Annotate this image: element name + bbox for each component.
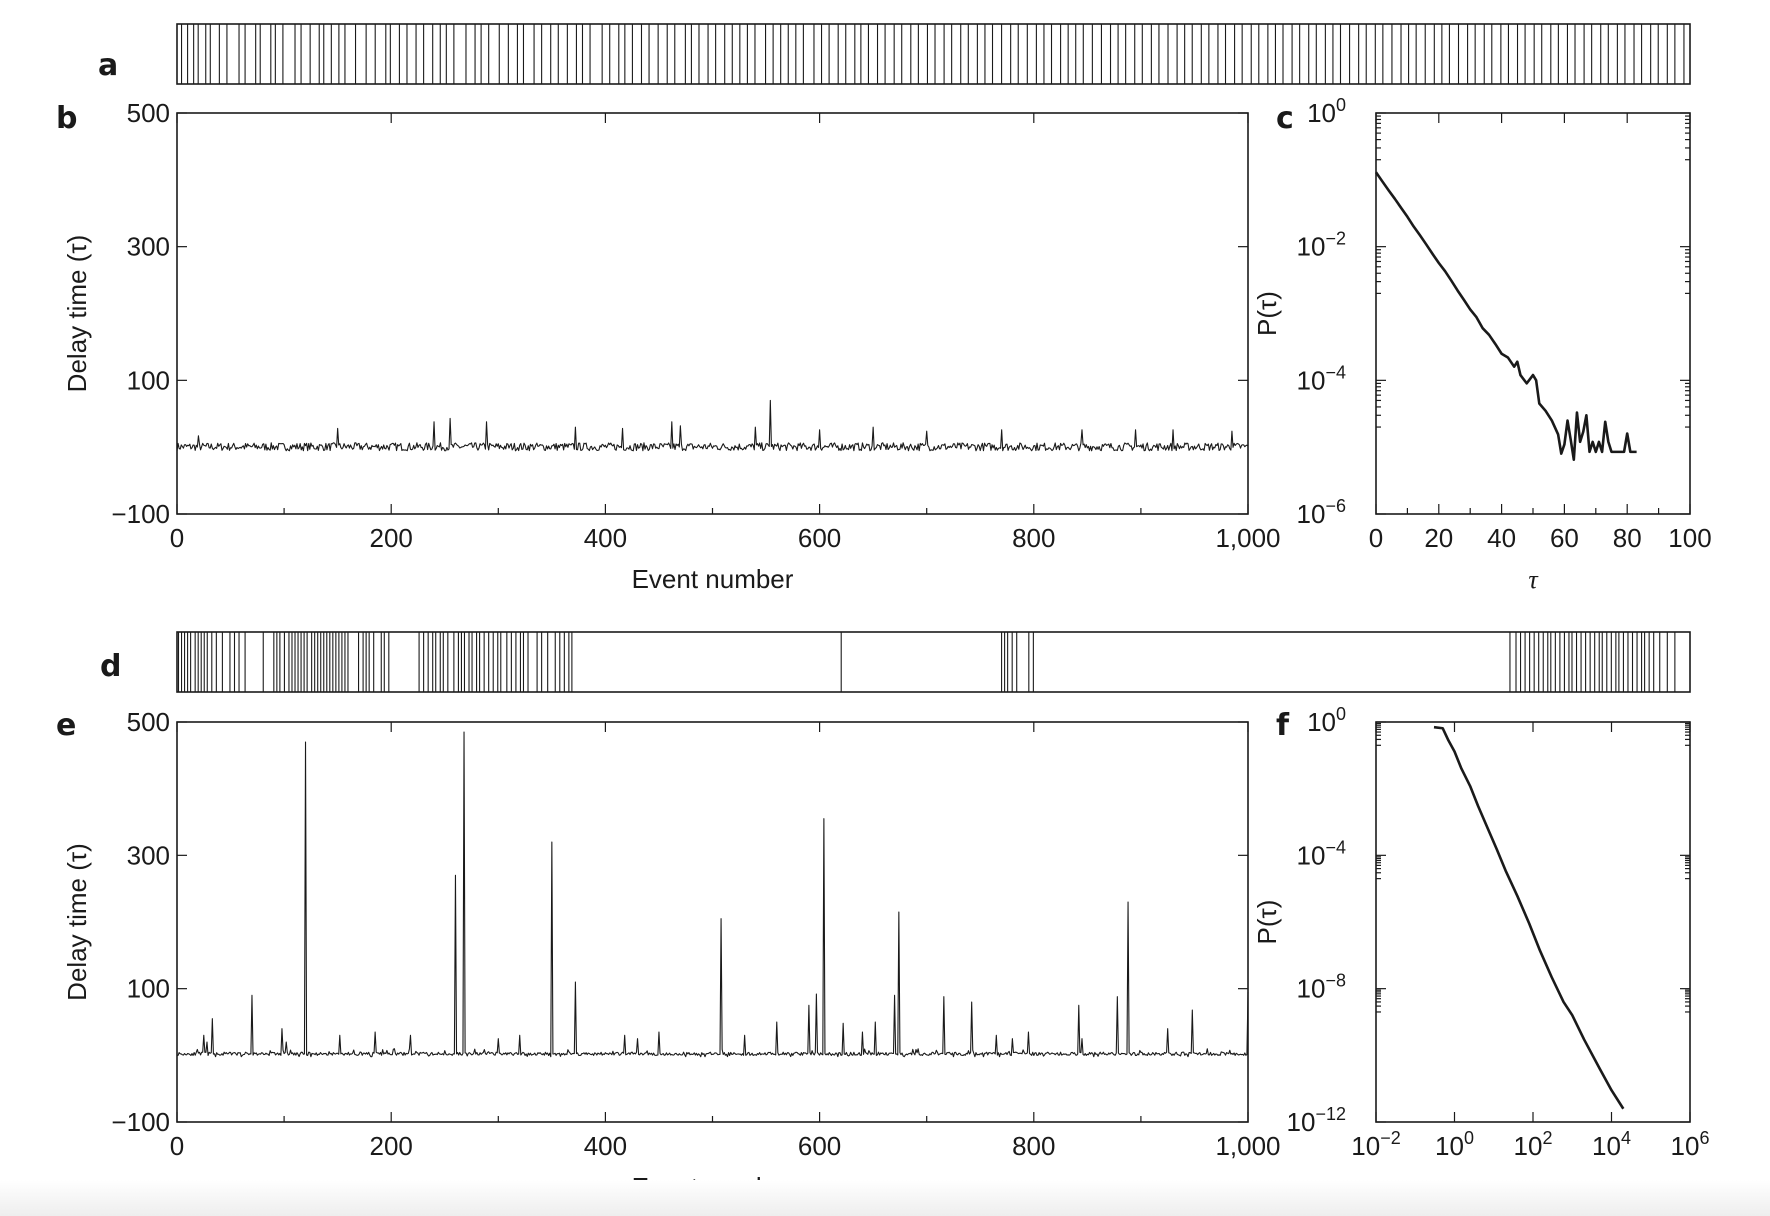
panel-label-e: e: [56, 708, 76, 743]
raster-frame-d: [176, 631, 1691, 693]
x-tick-label-exponent: 4: [1621, 1128, 1631, 1148]
x-tick-label: 400: [584, 523, 627, 553]
x-tick-label: 80: [1613, 523, 1642, 553]
plot-frame-f: [1375, 721, 1691, 1123]
y-tick-label: 10−6: [1297, 496, 1346, 529]
y-axis-label: P(τ): [1252, 291, 1282, 336]
x-tick-label: 200: [370, 523, 413, 553]
event-raster-a: [176, 23, 1691, 85]
x-tick-label: 60: [1550, 523, 1579, 553]
raster-frame-a: [176, 23, 1691, 85]
y-axis-label: Delay time (τ): [62, 235, 92, 393]
y-tick-label: −100: [111, 1107, 170, 1137]
x-tick-label: 100: [1668, 523, 1711, 553]
y-tick-label-exponent: −6: [1325, 496, 1346, 516]
y-tick-label-exponent: −4: [1325, 837, 1346, 857]
y-tick-label: 500: [127, 707, 170, 737]
y-tick-label-exponent: 0: [1336, 95, 1346, 115]
x-tick-label-exponent: 6: [1699, 1128, 1709, 1148]
y-axis-label: P(τ): [1252, 900, 1282, 945]
y-tick-label: 100: [127, 974, 170, 1004]
y-tick-label: 500: [127, 98, 170, 128]
x-tick-label-exponent: 2: [1542, 1128, 1552, 1148]
x-tick-label: 800: [1012, 1131, 1055, 1161]
x-tick-label: 1,000: [1215, 523, 1280, 553]
y-tick-label-base: 10: [1297, 499, 1326, 529]
x-tick-label: 400: [584, 1131, 627, 1161]
data-series-line: [176, 399, 1249, 452]
x-tick-label: 102: [1514, 1128, 1553, 1161]
y-tick-label: 100: [1307, 704, 1346, 737]
x-tick-label: 20: [1424, 523, 1453, 553]
x-tick-label: 600: [798, 523, 841, 553]
plot-frame-c: [1375, 112, 1691, 515]
y-tick-label-exponent: −12: [1315, 1104, 1346, 1124]
delay-time-plot-b: 0 200 400 600 800 1,000 −100 100 300 500 Event num…: [62, 98, 1281, 594]
x-tick-label: 10−2: [1351, 1128, 1400, 1161]
x-axis-label: Event number: [632, 564, 794, 594]
event-raster-d: [176, 631, 1691, 693]
x-tick-label-base: 10: [1435, 1131, 1464, 1161]
panel-label-f: f: [1276, 708, 1290, 743]
y-tick-label-exponent: −2: [1325, 229, 1346, 249]
x-tick-label-exponent: 0: [1464, 1128, 1474, 1148]
y-tick-label: 300: [127, 232, 170, 262]
x-tick-label: 1,000: [1215, 1131, 1280, 1161]
y-tick-label-base: 10: [1287, 1107, 1316, 1137]
distribution-line: [1433, 725, 1625, 1110]
panel-label-d: d: [100, 649, 121, 684]
x-tick-label: 200: [370, 1131, 413, 1161]
x-tick-label: 800: [1012, 523, 1055, 553]
y-tick-label: 10−8: [1297, 971, 1346, 1004]
x-tick-label-base: 10: [1514, 1131, 1543, 1161]
y-tick-label: 100: [127, 365, 170, 395]
x-tick-label-base: 10: [1671, 1131, 1700, 1161]
y-axis-label: Delay time (τ): [62, 843, 92, 1001]
y-tick-label-base: 10: [1307, 98, 1336, 128]
y-tick-label: 10−4: [1297, 362, 1346, 395]
x-axis-label: τ: [1528, 565, 1539, 594]
y-tick-label-exponent: −8: [1325, 971, 1346, 991]
x-tick-label: 100: [1435, 1128, 1474, 1161]
y-tick-label-base: 10: [1297, 365, 1326, 395]
y-tick-label-base: 10: [1297, 232, 1326, 262]
panel-label-b: b: [56, 101, 77, 136]
footer-shade: [0, 1180, 1770, 1216]
y-tick-label: 100: [1307, 95, 1346, 128]
data-series-line: [176, 731, 1249, 1058]
x-tick-label-base: 10: [1592, 1131, 1621, 1161]
x-tick-label: 0: [1369, 523, 1383, 553]
y-tick-label: −100: [111, 499, 170, 529]
x-tick-label: 600: [798, 1131, 841, 1161]
x-tick-label: 104: [1592, 1128, 1631, 1161]
y-tick-label: 10−4: [1297, 837, 1346, 870]
x-tick-label: 0: [170, 1131, 184, 1161]
x-tick-label: 40: [1487, 523, 1516, 553]
distribution-line: [1374, 171, 1637, 461]
y-tick-label: 10−12: [1287, 1104, 1346, 1137]
x-tick-label: 0: [170, 523, 184, 553]
x-tick-label: 106: [1671, 1128, 1710, 1161]
plot-frame-e: [176, 721, 1249, 1123]
x-tick-label-base: 10: [1351, 1131, 1380, 1161]
y-tick-label-exponent: −4: [1325, 362, 1346, 382]
panel-label-a: a: [98, 48, 118, 83]
y-tick-label-base: 10: [1297, 974, 1326, 1004]
panel-label-c: c: [1276, 101, 1294, 136]
y-tick-label-exponent: 0: [1336, 704, 1346, 724]
y-tick-label: 300: [127, 840, 170, 870]
plot-frame-b: [176, 112, 1249, 515]
x-tick-label-exponent: −2: [1380, 1128, 1401, 1148]
y-tick-label: 10−2: [1297, 229, 1346, 262]
y-tick-label-base: 10: [1297, 840, 1326, 870]
y-tick-label-base: 10: [1307, 707, 1336, 737]
